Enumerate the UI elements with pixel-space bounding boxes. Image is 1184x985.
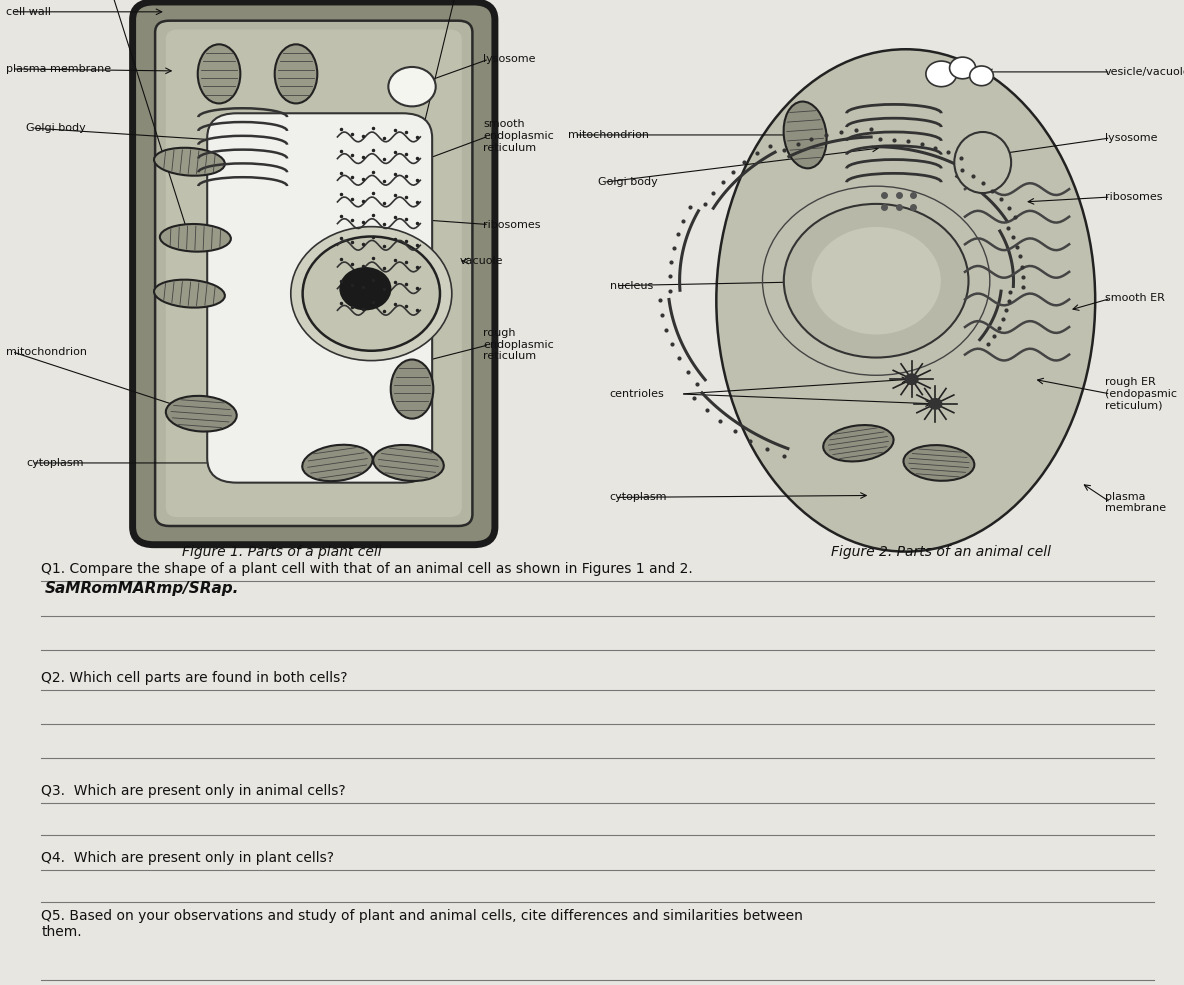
Text: ribosomes: ribosomes [1105,192,1163,202]
Text: Q4.  Which are present only in plant cells?: Q4. Which are present only in plant cell… [41,851,334,865]
Text: Golgi body: Golgi body [26,123,85,133]
Circle shape [970,66,993,86]
FancyBboxPatch shape [133,2,495,545]
Ellipse shape [716,49,1095,552]
Ellipse shape [154,148,225,175]
Ellipse shape [275,44,317,103]
Circle shape [950,57,976,79]
Text: Q5. Based on your observations and study of plant and animal cells, cite differe: Q5. Based on your observations and study… [41,908,803,939]
Text: ribosomes: ribosomes [483,220,541,230]
Text: plasma
membrane: plasma membrane [1105,492,1166,513]
Text: cytoplasm: cytoplasm [610,492,668,502]
FancyBboxPatch shape [166,30,462,517]
Text: centrioles: centrioles [610,389,664,399]
Text: Q1. Compare the shape of a plant cell with that of an animal cell as shown in Fi: Q1. Compare the shape of a plant cell wi… [41,562,693,576]
Text: mitochondrion: mitochondrion [6,347,86,357]
Ellipse shape [198,44,240,103]
Text: vesicle/vacuole: vesicle/vacuole [1105,67,1184,77]
Text: cell wall: cell wall [6,7,51,17]
Ellipse shape [154,280,225,307]
Ellipse shape [903,445,974,481]
Text: plasma membrane: plasma membrane [6,64,111,74]
Circle shape [303,236,440,351]
Text: smooth ER: smooth ER [1105,294,1165,303]
FancyBboxPatch shape [155,21,472,526]
Circle shape [340,267,392,310]
Text: lysosome: lysosome [483,54,535,64]
Text: nucleus: nucleus [610,281,654,291]
Circle shape [811,227,941,335]
Ellipse shape [823,426,894,461]
Ellipse shape [954,132,1011,193]
FancyBboxPatch shape [207,113,432,483]
Text: vacuole: vacuole [459,256,503,266]
Text: mitochondrion: mitochondrion [568,130,649,140]
Ellipse shape [373,445,444,481]
Text: Q3.  Which are present only in animal cells?: Q3. Which are present only in animal cel… [41,784,346,798]
Text: Q2. Which cell parts are found in both cells?: Q2. Which cell parts are found in both c… [41,671,348,685]
Circle shape [291,227,452,361]
Ellipse shape [160,224,231,251]
Text: cytoplasm: cytoplasm [26,458,84,468]
Circle shape [784,204,969,358]
Ellipse shape [166,396,237,431]
Circle shape [388,67,436,106]
Text: rough ER
(endopasmic
reticulum): rough ER (endopasmic reticulum) [1105,377,1177,411]
Text: SaMRomMARmp/SRap.: SaMRomMARmp/SRap. [45,581,239,596]
Circle shape [926,61,957,87]
Text: lysosome: lysosome [1105,133,1157,143]
Circle shape [905,373,919,385]
Text: rough
endoplasmic
reticulum: rough endoplasmic reticulum [483,328,554,361]
Text: Figure 1. Parts of a plant cell: Figure 1. Parts of a plant cell [182,545,381,558]
Text: Figure 2. Parts of an animal cell: Figure 2. Parts of an animal cell [831,545,1051,558]
Ellipse shape [784,101,826,168]
Circle shape [928,398,942,410]
Text: smooth
endoplasmic
reticulum: smooth endoplasmic reticulum [483,119,554,153]
Ellipse shape [391,360,433,419]
Text: Golgi body: Golgi body [598,177,657,187]
Ellipse shape [302,445,373,481]
